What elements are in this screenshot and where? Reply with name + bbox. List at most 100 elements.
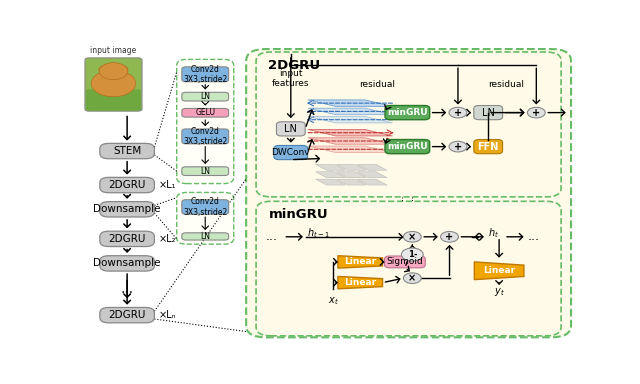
Polygon shape [308,138,393,144]
Text: LN: LN [200,232,210,241]
Text: Conv2d
3X3,stride2: Conv2d 3X3,stride2 [183,127,227,146]
FancyBboxPatch shape [177,60,234,184]
Text: ...: ... [266,230,278,243]
Text: ...: ... [120,282,134,296]
Text: STEM: STEM [113,146,141,156]
Text: GELU: GELU [195,108,215,117]
Text: Downsample: Downsample [93,258,161,268]
Text: +: + [454,142,462,152]
FancyBboxPatch shape [177,192,234,244]
FancyBboxPatch shape [276,122,305,136]
Polygon shape [316,179,346,185]
Text: Conv2d
3X3,stride2: Conv2d 3X3,stride2 [183,197,227,217]
Text: DWConv: DWConv [271,148,310,157]
Text: Linear: Linear [344,257,376,266]
Text: ×: × [408,273,417,283]
Circle shape [99,65,115,74]
FancyBboxPatch shape [100,308,154,323]
Circle shape [403,232,421,242]
Text: ...: ... [527,230,540,243]
Polygon shape [474,262,524,280]
Text: minGRU: minGRU [387,142,428,151]
FancyBboxPatch shape [100,231,154,247]
Polygon shape [308,129,393,136]
Polygon shape [357,179,387,185]
Text: +: + [454,108,462,118]
Polygon shape [338,276,383,289]
FancyBboxPatch shape [182,108,228,117]
Text: +: + [445,232,454,242]
Circle shape [401,248,423,261]
Text: ×L₁: ×L₁ [158,180,176,190]
Circle shape [99,63,128,80]
Text: 2DGRU: 2DGRU [108,234,146,244]
Text: minGRU: minGRU [387,108,428,117]
FancyBboxPatch shape [385,139,429,154]
Text: Sigmoid: Sigmoid [387,257,423,266]
FancyBboxPatch shape [182,233,228,240]
Circle shape [112,65,129,74]
Text: LN: LN [284,124,297,134]
Text: +: + [532,108,540,118]
Text: FFN: FFN [477,142,499,152]
FancyBboxPatch shape [274,146,308,160]
Circle shape [403,273,421,283]
Polygon shape [308,100,393,106]
Polygon shape [337,179,366,185]
Circle shape [527,107,545,118]
Text: Linear: Linear [344,278,376,287]
Text: ×Lₙ: ×Lₙ [158,310,176,320]
Text: Linear: Linear [483,266,515,275]
Polygon shape [308,146,393,152]
FancyBboxPatch shape [182,67,228,82]
Text: 2DGRU: 2DGRU [269,60,321,73]
FancyBboxPatch shape [86,89,141,111]
Text: $x_t$: $x_t$ [328,295,339,306]
Text: $h_{t-1}$: $h_{t-1}$ [307,226,330,240]
Polygon shape [337,172,366,178]
Polygon shape [357,172,387,178]
Polygon shape [308,116,393,123]
Text: LN: LN [200,92,210,101]
FancyBboxPatch shape [182,200,228,214]
Polygon shape [316,164,346,170]
Text: input
features: input features [272,69,310,88]
Text: ×: × [408,232,417,242]
FancyBboxPatch shape [474,106,502,120]
Text: Downsample: Downsample [93,204,161,214]
Circle shape [91,70,136,97]
FancyBboxPatch shape [100,177,154,193]
FancyBboxPatch shape [385,256,425,268]
FancyBboxPatch shape [246,49,571,337]
Circle shape [440,232,458,242]
FancyBboxPatch shape [100,256,154,271]
FancyBboxPatch shape [182,167,228,175]
Circle shape [449,107,467,118]
Text: Conv2d
3X3,stride2: Conv2d 3X3,stride2 [183,65,227,84]
Polygon shape [357,164,387,170]
Text: $y_t$: $y_t$ [493,286,504,298]
Text: 1-: 1- [408,250,417,259]
FancyBboxPatch shape [385,106,429,120]
FancyBboxPatch shape [182,129,228,144]
Polygon shape [308,108,393,115]
Text: 2DGRU: 2DGRU [108,310,146,320]
Text: LN: LN [482,108,495,118]
Circle shape [449,141,467,152]
FancyBboxPatch shape [256,52,561,197]
FancyBboxPatch shape [256,201,561,336]
FancyBboxPatch shape [474,139,502,154]
FancyBboxPatch shape [85,58,142,111]
Polygon shape [337,164,366,170]
Text: input image: input image [90,46,136,55]
Polygon shape [316,172,346,178]
Text: minGRU: minGRU [269,208,328,221]
Text: 2DGRU: 2DGRU [108,180,146,190]
FancyBboxPatch shape [182,92,228,101]
Text: ×L₂: ×L₂ [158,234,176,244]
Text: residual: residual [488,80,525,89]
Text: $h_t$: $h_t$ [488,226,499,240]
Polygon shape [338,256,383,268]
FancyBboxPatch shape [100,202,154,217]
Text: residual: residual [360,80,396,89]
